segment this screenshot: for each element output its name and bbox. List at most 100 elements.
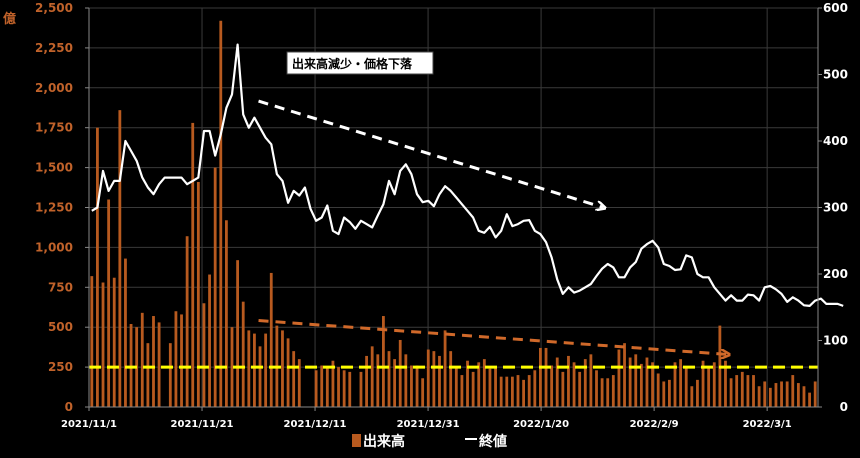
right-axis-tick-label: 300 xyxy=(823,201,848,215)
volume-bar xyxy=(129,324,133,407)
volume-bar xyxy=(539,347,542,407)
volume-bar xyxy=(157,322,161,407)
trend-arrow-white xyxy=(258,99,604,207)
volume-bar xyxy=(112,277,116,407)
left-axis-tick-label: 1,000 xyxy=(35,240,73,254)
left-axis-tick-label: 250 xyxy=(48,360,73,374)
volume-bar xyxy=(348,371,352,407)
volume-bar xyxy=(651,362,654,407)
volume-bar xyxy=(174,311,178,407)
volume-bar xyxy=(314,370,318,407)
volume-bar xyxy=(740,371,744,407)
trend-arrows xyxy=(258,99,728,355)
volume-bar xyxy=(477,362,481,407)
right-axis-tick-label: 600 xyxy=(823,1,848,15)
annotation: 出来高減少・価格下落 xyxy=(286,51,434,75)
volume-bar xyxy=(325,367,329,407)
volume-bar xyxy=(107,199,111,407)
volume-bar xyxy=(808,392,811,407)
volume-bar xyxy=(611,375,615,407)
left-axis-unit-label: 億 xyxy=(3,11,16,27)
volume-bar xyxy=(96,127,99,407)
volume-bar xyxy=(337,367,340,407)
volume-bar xyxy=(196,181,200,407)
left-axis-tick-label: 2,000 xyxy=(35,81,73,95)
axes: 0 250 500 750 1,000 1,250 1,500 1,750 2,000 2,250… xyxy=(35,1,848,430)
legend-label-close: 終値 xyxy=(479,433,507,450)
volume-bar xyxy=(617,349,621,407)
volume-bar xyxy=(802,386,806,407)
left-axis-tick-label: 2,500 xyxy=(35,1,73,15)
volume-bar xyxy=(791,375,795,407)
x-axis-tick-label: 2022/2/9 xyxy=(630,419,679,430)
volume-bar xyxy=(679,359,683,407)
volume-bar xyxy=(600,378,604,407)
volume-bar xyxy=(488,368,492,407)
volume-bar xyxy=(628,357,632,407)
volume-bar xyxy=(382,316,385,407)
volume-bar xyxy=(118,110,122,408)
volume-bar xyxy=(376,354,380,407)
volume-bar xyxy=(342,370,346,407)
legend: 出来高 終値 xyxy=(352,433,507,450)
legend-swatch-volume xyxy=(352,434,361,447)
volume-bar xyxy=(639,363,643,407)
volume-bar xyxy=(449,351,453,407)
volume-bar xyxy=(550,365,554,407)
volume-bar xyxy=(505,376,509,407)
volume-bar xyxy=(690,386,694,407)
volume-bar xyxy=(124,258,127,407)
volume-bars xyxy=(90,20,817,408)
volume-bar xyxy=(724,360,727,407)
right-axis-tick-label: 100 xyxy=(823,334,848,348)
x-axis-tick-label: 2022/3/1 xyxy=(743,419,792,430)
volume-bar xyxy=(796,383,800,407)
volume-bar xyxy=(785,381,789,407)
volume-bar xyxy=(752,375,755,407)
volume-bar xyxy=(746,375,750,407)
legend-label-volume: 出来高 xyxy=(363,433,405,450)
volume-bar xyxy=(320,365,324,407)
volume-bar xyxy=(735,375,739,407)
volume-bar xyxy=(410,365,413,407)
left-axis-tick-label: 750 xyxy=(48,280,73,294)
volume-bar xyxy=(224,220,228,407)
volume-bar xyxy=(365,355,368,407)
legend-swatch-close xyxy=(465,438,477,440)
volume-bar xyxy=(460,375,464,407)
volume-bar xyxy=(236,260,240,407)
x-axis-tick-label: 2021/11/21 xyxy=(171,419,234,430)
right-axis-tick-label: 500 xyxy=(823,68,848,82)
volume-bar xyxy=(623,343,626,407)
volume-bar xyxy=(466,360,469,407)
volume-bar xyxy=(359,371,363,407)
annotation-box xyxy=(286,51,434,75)
volume-bar xyxy=(168,343,172,407)
volume-bar xyxy=(292,351,296,407)
volume-bar xyxy=(241,301,245,407)
volume-bar xyxy=(185,236,189,407)
volume-bar xyxy=(247,330,251,407)
left-axis-tick-label: 1,500 xyxy=(35,161,73,175)
volume-bar xyxy=(219,20,223,407)
volume-bar xyxy=(398,339,402,407)
volume-bar xyxy=(662,381,666,407)
x-axis-tick-label: 2021/12/31 xyxy=(397,419,460,430)
volume-bar xyxy=(387,351,391,407)
volume-bar xyxy=(213,167,217,407)
volume-bar xyxy=(544,347,548,407)
volume-bar xyxy=(101,282,105,407)
volume-bar xyxy=(645,357,649,407)
left-axis-tick-label: 500 xyxy=(48,320,73,334)
volume-bar xyxy=(707,367,711,407)
volume-bar xyxy=(684,367,688,407)
volume-bar xyxy=(269,272,273,407)
volume-bar xyxy=(393,359,397,407)
volume-bar xyxy=(634,354,638,407)
volume-bar xyxy=(696,379,699,407)
volume-bar xyxy=(258,346,262,407)
volume-bar xyxy=(522,379,525,407)
volume-bar xyxy=(494,367,497,407)
trend-arrow-orange xyxy=(258,319,728,355)
